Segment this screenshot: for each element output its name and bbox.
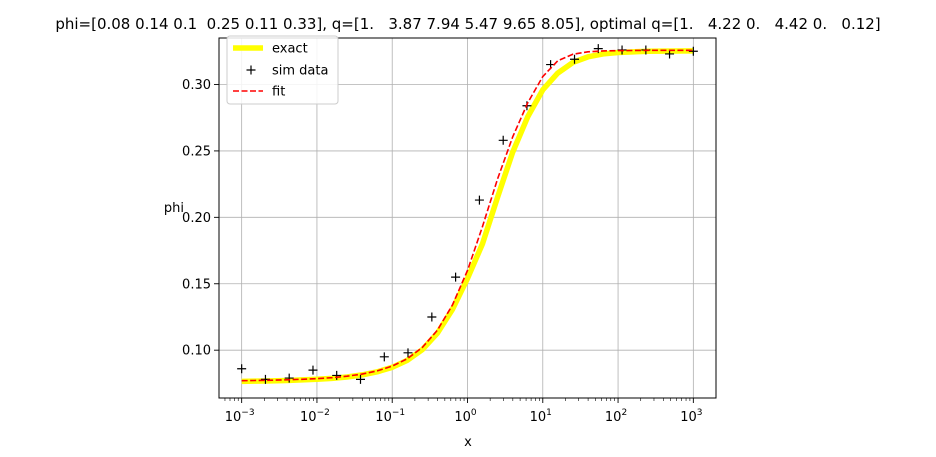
sim-data-point <box>284 373 294 383</box>
chart-title: phi=[0.08 0.14 0.1 0.25 0.11 0.33], q=[1… <box>55 15 880 33</box>
sim-data-point <box>498 135 508 145</box>
x-tick-label: 10−1 <box>375 408 405 425</box>
series-fit-line <box>241 49 694 382</box>
x-axis-label: x <box>464 435 472 450</box>
sim-data-point <box>403 348 413 358</box>
y-tick-label: 0.20 <box>182 211 211 226</box>
y-tick-label: 0.15 <box>182 277 211 292</box>
y-tick-label: 0.25 <box>182 144 211 159</box>
legend-marker-sim-data <box>246 65 256 75</box>
x-tick-label: 10−2 <box>300 408 330 425</box>
y-axis-label: phi <box>164 201 184 216</box>
x-tick-label: 103 <box>680 408 702 425</box>
x-tick-label: 102 <box>605 408 627 425</box>
legend: exact sim data fit <box>226 35 339 105</box>
sim-data-point <box>427 312 437 322</box>
series-exact-line <box>241 48 694 385</box>
x-tick-label: 100 <box>454 408 477 425</box>
y-tick-label: 0.30 <box>182 78 211 93</box>
x-tick-label: 101 <box>530 408 552 425</box>
sim-data-point <box>308 365 318 375</box>
sim-data-point <box>474 195 484 205</box>
sim-data-point <box>332 370 342 380</box>
sim-data-point <box>451 272 461 282</box>
sim-data-point <box>237 364 247 374</box>
legend-box <box>226 35 339 105</box>
sim-data-point <box>570 54 580 64</box>
series-layer <box>237 44 698 385</box>
legend-label: fit <box>272 85 285 100</box>
x-tick-label: 10−3 <box>225 408 255 425</box>
sim-data-point <box>688 46 698 56</box>
ticks: 10−3 10−2 10−1 100 101 102 103 0.10 0.15 0.20 0.25… <box>182 78 702 425</box>
legend-label: exact <box>272 42 308 57</box>
sim-data-point <box>356 374 366 384</box>
y-tick-label: 0.10 <box>182 344 211 359</box>
sim-data-point <box>379 352 389 362</box>
legend-label: sim data <box>272 64 328 79</box>
sim-data-point <box>260 374 270 384</box>
